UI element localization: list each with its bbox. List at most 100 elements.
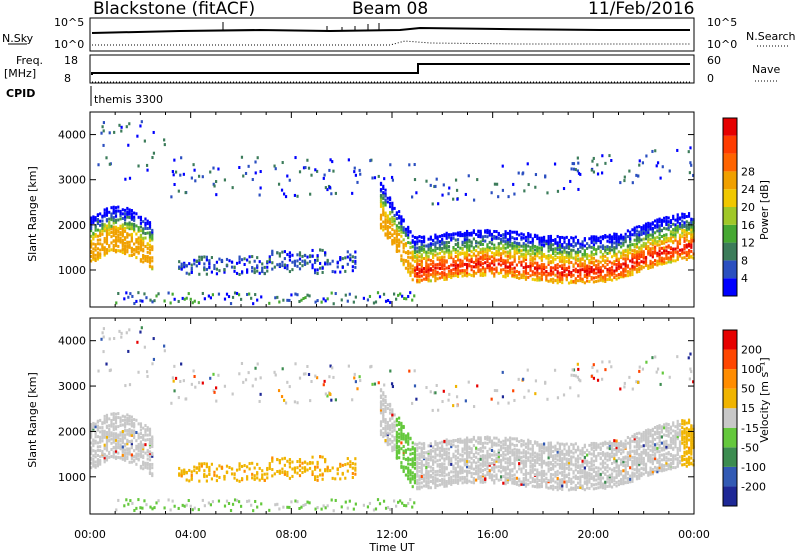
data-cell	[90, 250, 93, 254]
data-cell	[567, 251, 571, 255]
data-cell	[210, 256, 213, 260]
data-cell	[346, 250, 349, 254]
data-cell	[613, 237, 616, 241]
data-cell	[499, 453, 503, 457]
data-cell	[656, 161, 660, 165]
data-cell	[425, 244, 428, 248]
data-cell	[633, 242, 636, 246]
data-cell	[506, 269, 509, 273]
data-cell	[243, 257, 246, 261]
data-cell	[133, 227, 136, 231]
data-cell	[624, 262, 627, 266]
data-cell	[468, 258, 471, 262]
data-cell	[610, 271, 614, 275]
data-cell	[497, 248, 500, 252]
data-cell	[570, 455, 573, 459]
data-cell	[615, 473, 618, 477]
data-cell	[522, 459, 525, 463]
data-cell	[445, 466, 448, 470]
data-cell	[105, 211, 109, 215]
data-cell	[617, 235, 620, 239]
data-cell	[572, 248, 575, 252]
data-cell	[427, 263, 430, 267]
data-cell	[409, 480, 412, 484]
data-cell	[509, 442, 512, 446]
data-cell	[642, 260, 645, 264]
data-cell	[114, 212, 118, 216]
data-cell	[529, 441, 532, 445]
data-cell	[416, 246, 419, 250]
data-cell	[152, 130, 155, 134]
data-cell	[456, 478, 460, 482]
data-cell	[96, 213, 99, 217]
data-cell	[581, 484, 584, 488]
data-cell	[642, 256, 645, 260]
data-cell	[425, 277, 428, 281]
data-cell	[592, 453, 596, 457]
data-cell	[479, 272, 482, 276]
data-cell	[651, 265, 654, 269]
data-cell	[581, 461, 584, 465]
data-cell	[411, 298, 414, 302]
data-cell	[536, 237, 539, 241]
data-cell	[94, 228, 97, 232]
data-cell	[445, 234, 448, 238]
data-cell	[465, 459, 469, 463]
data-cell	[130, 239, 133, 243]
data-cell	[393, 448, 396, 452]
data-cell	[567, 451, 571, 455]
data-cell	[601, 247, 605, 251]
data-cell	[553, 162, 557, 166]
data-cell	[658, 249, 661, 253]
data-cell	[613, 276, 616, 280]
data-cell	[683, 214, 686, 218]
data-cell	[588, 254, 591, 258]
data-cell	[427, 278, 430, 282]
data-cell	[660, 256, 663, 260]
data-cell	[137, 449, 140, 453]
data-cell	[391, 426, 394, 430]
data-cell	[120, 129, 123, 133]
data-cell	[586, 486, 589, 490]
data-cell	[283, 266, 286, 270]
data-cell	[386, 232, 389, 236]
data-cell	[112, 239, 115, 243]
data-cell	[574, 457, 577, 461]
data-cell	[576, 269, 580, 273]
data-cell	[518, 260, 521, 264]
data-cell	[606, 251, 609, 255]
data-cell	[384, 220, 387, 224]
data-cell	[640, 244, 643, 248]
data-cell	[436, 447, 439, 451]
data-cell	[690, 255, 693, 259]
data-cell	[447, 476, 451, 480]
data-cell	[151, 156, 154, 160]
data-cell	[416, 242, 419, 246]
data-cell	[313, 261, 317, 265]
data-cell	[454, 454, 457, 458]
data-cell	[520, 276, 523, 280]
data-cell	[484, 454, 487, 458]
data-cell	[420, 442, 423, 446]
data-cell	[271, 253, 274, 257]
data-cell	[561, 457, 564, 461]
data-cell	[427, 444, 430, 448]
data-cell	[484, 467, 487, 471]
data-cell	[395, 297, 398, 301]
data-cell	[570, 467, 573, 471]
data-cell	[604, 273, 607, 277]
data-cell	[386, 406, 389, 410]
data-cell	[382, 187, 385, 191]
data-cell	[667, 256, 670, 260]
data-cell	[520, 482, 523, 486]
data-cell	[549, 479, 552, 483]
data-cell	[656, 225, 659, 229]
data-cell	[268, 255, 271, 259]
data-cell	[513, 478, 516, 482]
data-cell	[536, 251, 539, 255]
data-cell	[570, 273, 573, 277]
data-cell	[524, 476, 528, 480]
data-cell	[139, 233, 143, 237]
data-cell	[658, 224, 661, 228]
data-cell	[583, 281, 586, 285]
